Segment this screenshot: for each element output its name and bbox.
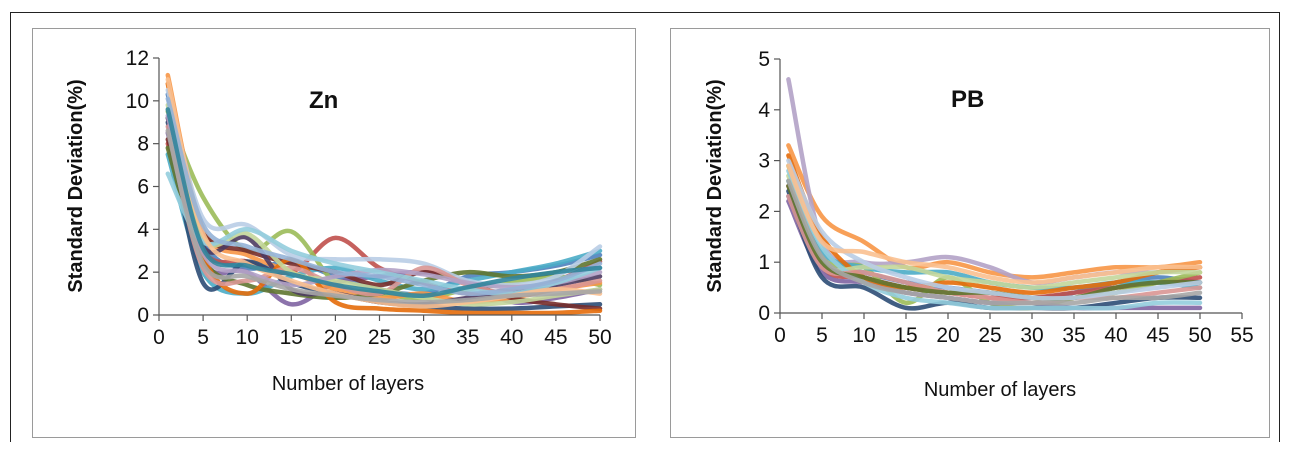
chart-1-x-tick-label: 5 xyxy=(197,326,209,349)
chart-1-y-tick-label: 12 xyxy=(126,47,149,70)
zn-chart-panel: 0 2 4 6 8 10 12 0 5 10 15 20 25 30 35 40 45 50 Zn Number of… xyxy=(32,28,636,438)
chart-2-y-tick-label: 5 xyxy=(758,48,770,71)
chart-1-x-axis-title: Number of layers xyxy=(272,373,424,395)
chart-1-y-tick-label: 2 xyxy=(137,261,149,284)
chart-1-x-tick-label: 20 xyxy=(324,326,347,349)
chart-1-x-tick-label: 25 xyxy=(368,326,391,349)
figure-frame xyxy=(10,12,1280,442)
chart-2-x-tick-label: 45 xyxy=(1146,324,1169,347)
chart-1-x-tick-label: 0 xyxy=(153,326,165,349)
chart-1-y-tick-label: 10 xyxy=(126,90,149,113)
chart-2-x-tick-label: 15 xyxy=(894,324,917,347)
chart-2-x-tick-label: 25 xyxy=(978,324,1001,347)
chart-1-title: Zn xyxy=(309,87,338,114)
chart-1-x-tick-label: 35 xyxy=(456,326,479,349)
chart-2-title: PB xyxy=(951,86,984,113)
chart-1-series-line-18 xyxy=(165,96,603,296)
chart-1-x-tick-label: 30 xyxy=(412,326,435,349)
chart-2-series-group xyxy=(786,77,1203,311)
chart-2-series-line-9 xyxy=(786,153,1203,295)
chart-2-x-tick-label: 40 xyxy=(1104,324,1127,347)
chart-2-y-tick-label: 3 xyxy=(758,150,770,173)
chart-1-x-tick-label: 45 xyxy=(544,326,567,349)
chart-1-y-axis-title: Standard Deviation(%) xyxy=(65,79,87,292)
chart-1-y-tick-label: 0 xyxy=(137,304,149,327)
chart-2-y-axis-title: Standard Deviation(%) xyxy=(704,79,726,292)
zn-chart: 0 2 4 6 8 10 12 0 5 10 15 20 25 30 35 40 45 50 Zn Number of… xyxy=(65,47,612,395)
chart-1-x-tick-label: 40 xyxy=(500,326,523,349)
pb-chart-panel: 0 1 2 3 4 5 0 5 10 15 20 25 30 35 40 45 50 55 PB Number of … xyxy=(670,28,1270,438)
chart-2-x-tick-label: 20 xyxy=(936,324,959,347)
chart-2-y-tick-label: 1 xyxy=(758,251,770,274)
chart-1-series-line-12 xyxy=(165,87,603,288)
chart-1-series-line-19 xyxy=(165,107,603,299)
chart-1-y-tick-label: 8 xyxy=(137,133,149,156)
chart-1-x-tick-label: 15 xyxy=(280,326,303,349)
chart-2-y-tick-label: 4 xyxy=(758,99,770,122)
chart-2-y-tick-label: 2 xyxy=(758,200,770,223)
chart-2-series-line-1 xyxy=(786,143,1203,280)
chart-2-x-tick-label: 55 xyxy=(1230,324,1253,347)
chart-2-series-line-16 xyxy=(786,163,1203,285)
chart-1-x-tick-label: 50 xyxy=(588,326,611,349)
chart-2-x-tick-label: 0 xyxy=(774,324,786,347)
chart-1-y-tick-label: 6 xyxy=(137,176,149,199)
chart-1-series-line-11 xyxy=(165,81,603,316)
chart-2-series-line-15 xyxy=(786,178,1203,306)
chart-2-x-tick-label: 5 xyxy=(816,324,828,347)
chart-1-y-tick-label: 4 xyxy=(137,218,149,241)
chart-2-x-tick-label: 50 xyxy=(1188,324,1211,347)
chart-1-series-line-20 xyxy=(165,128,603,305)
chart-1-series-group xyxy=(165,72,603,316)
chart-2-x-axis-title: Number of layers xyxy=(924,379,1076,401)
chart-2-y-tick-label: 0 xyxy=(758,302,770,325)
chart-2-x-tick-label: 10 xyxy=(852,324,875,347)
chart-1-x-tick-label: 10 xyxy=(236,326,259,349)
chart-2-series-line-11 xyxy=(786,168,1203,311)
chart-2-x-tick-label: 35 xyxy=(1062,324,1085,347)
chart-2-x-tick-label: 30 xyxy=(1020,324,1043,347)
